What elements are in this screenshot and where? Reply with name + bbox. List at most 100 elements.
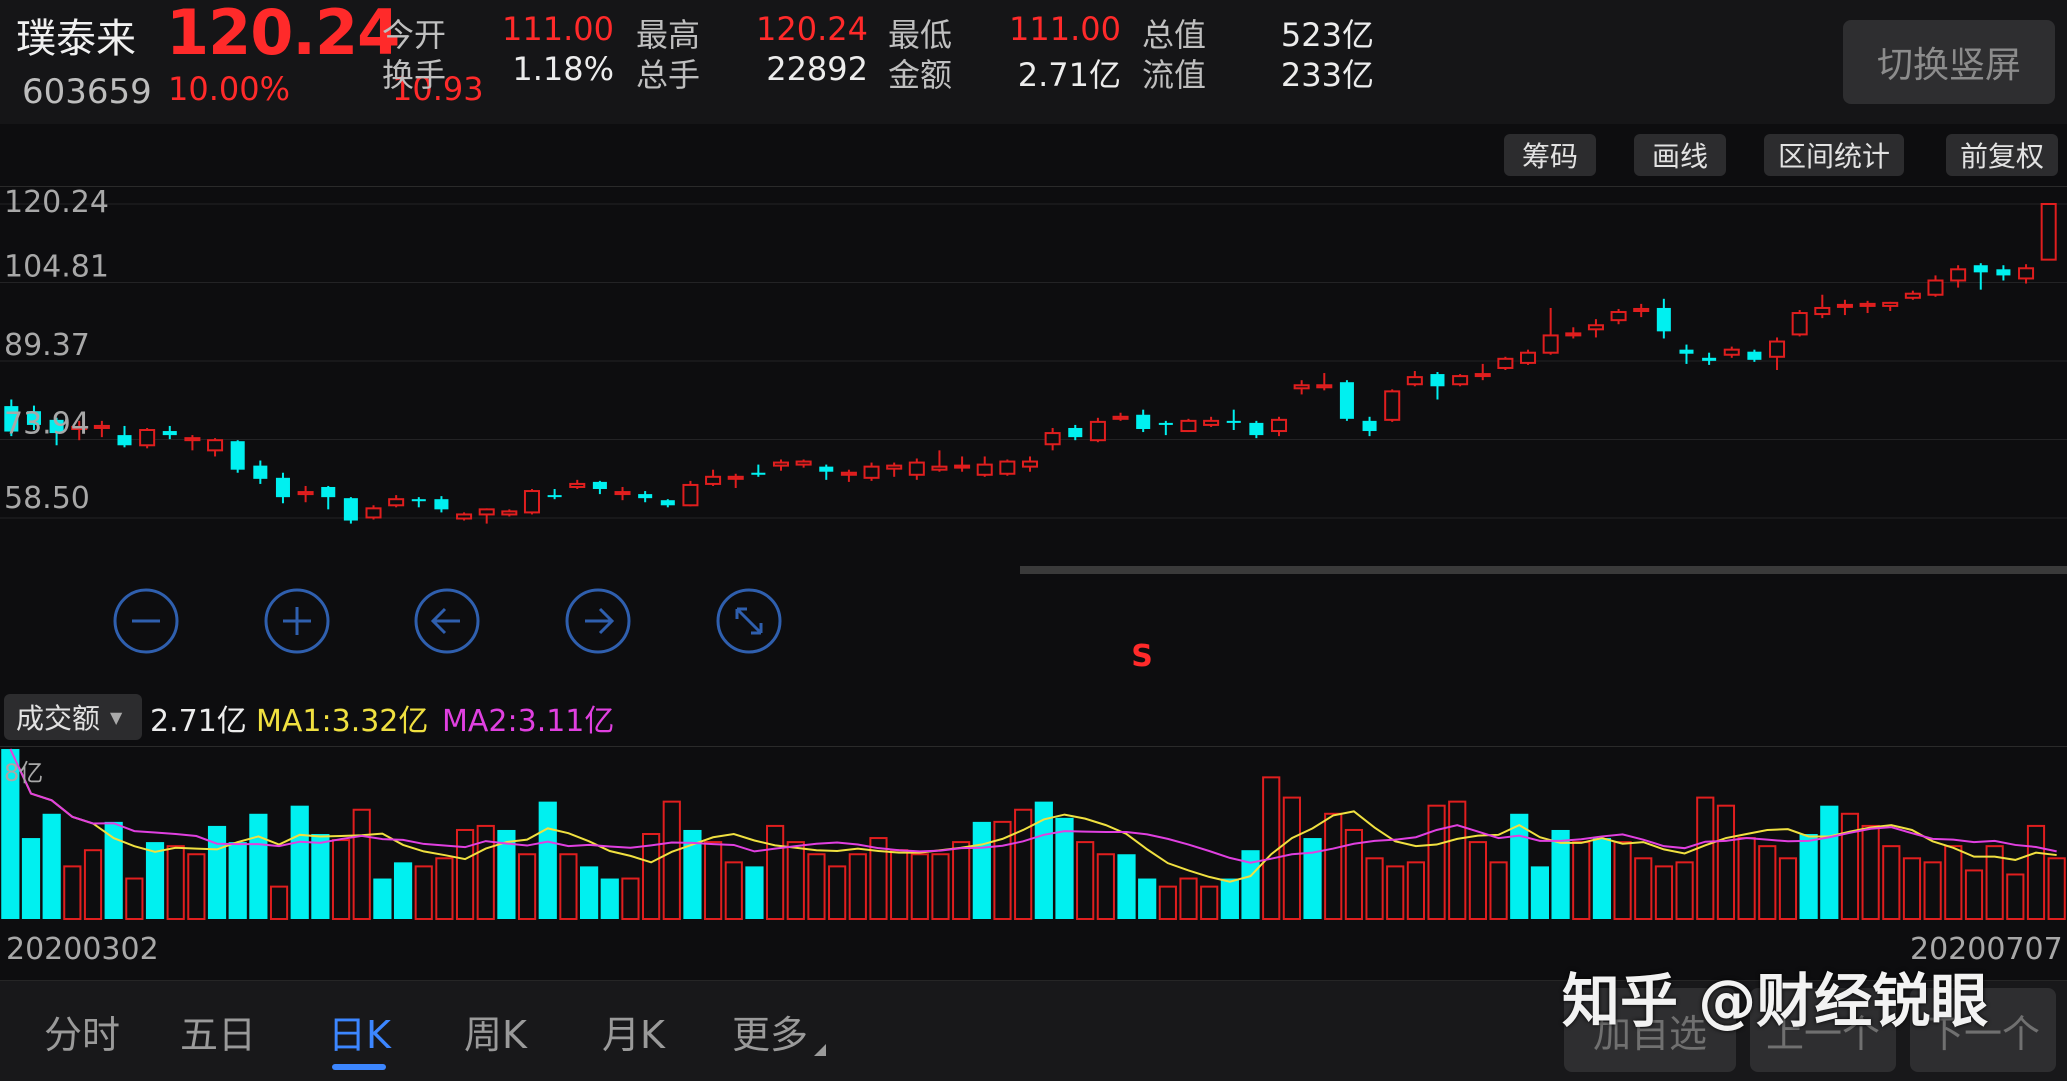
candle — [795, 459, 812, 468]
volume-chart[interactable]: 8亿 — [0, 745, 2067, 925]
volume-bar — [621, 877, 640, 921]
candle — [1747, 349, 1762, 362]
more-corner-icon — [814, 1044, 826, 1056]
candle — [569, 479, 586, 490]
volume-bar — [580, 866, 599, 919]
watermark: 知乎 @财经锐眼 — [1562, 967, 1989, 1035]
previous-stock-button[interactable]: 上一个 — [1750, 988, 1896, 1072]
volume-bar — [166, 845, 185, 920]
candle — [434, 496, 449, 513]
candle — [819, 464, 834, 480]
volume-bar — [2006, 873, 2025, 920]
volume-bar — [2047, 857, 2066, 921]
tab-intraday[interactable]: 分时 — [44, 1013, 121, 1057]
candle — [1904, 290, 1921, 300]
volume-bar — [435, 857, 454, 921]
kline-chart[interactable]: 120.24 104.81 89.37 73.94 58.50 S — [0, 186, 2067, 690]
candle — [682, 480, 699, 507]
tab-more[interactable]: 更多 — [732, 1013, 809, 1057]
candle — [1542, 307, 1559, 355]
tab-five-day[interactable]: 五日 — [180, 1013, 257, 1057]
chips-button[interactable]: 筹码 — [1504, 134, 1596, 176]
volume-bar — [1592, 838, 1612, 919]
stock-code: 603659 — [22, 72, 152, 112]
volume-bar — [890, 849, 909, 920]
volume-bar — [1530, 866, 1550, 919]
scroll-left-icon[interactable] — [414, 588, 480, 654]
volume-ma2-value: MA2:3.11亿 — [442, 704, 615, 739]
add-watchlist-button[interactable]: 加自选 — [1564, 988, 1736, 1072]
volume-bar — [1158, 885, 1177, 921]
volume-bar — [993, 820, 1012, 920]
candle — [1136, 409, 1151, 433]
scroll-right-icon[interactable] — [565, 588, 631, 654]
zoom-out-icon[interactable] — [113, 588, 179, 654]
zoom-in-icon[interactable] — [264, 588, 330, 654]
high-label: 最高 — [636, 16, 701, 54]
candle — [478, 508, 495, 524]
candle — [1249, 420, 1264, 439]
volume-bar — [476, 824, 495, 920]
candle — [705, 469, 722, 486]
volume-bar — [869, 837, 888, 920]
candle — [1293, 380, 1310, 395]
volume-bar — [1427, 804, 1446, 921]
candle — [71, 420, 88, 441]
range-stats-button[interactable]: 区间统计 — [1764, 134, 1904, 176]
volume-bar — [1964, 869, 1984, 920]
indicator-select[interactable]: 成交额 ▼ — [4, 694, 142, 740]
price-tick-label: 58.50 — [4, 481, 90, 516]
candle — [592, 480, 607, 495]
amount-label: 金额 — [888, 56, 953, 94]
low-value: 111.00 — [1009, 10, 1121, 48]
tab-monthly-k[interactable]: 月K — [602, 1013, 665, 1057]
candle — [1587, 319, 1604, 338]
candle — [908, 458, 925, 480]
candle — [1044, 427, 1061, 451]
forward-adjust-button[interactable]: 前复权 — [1946, 134, 2058, 176]
candle — [547, 489, 562, 500]
draw-line-button[interactable]: 画线 — [1634, 134, 1726, 176]
next-stock-button[interactable]: 下一个 — [1910, 988, 2056, 1072]
tab-weekly-k[interactable]: 周K — [464, 1013, 527, 1057]
candle — [1520, 349, 1537, 365]
volume-bar — [1324, 812, 1343, 920]
candle — [1791, 309, 1808, 337]
price-tick-label: 120.24 — [4, 186, 109, 220]
candle — [297, 485, 314, 503]
volume-bar — [290, 805, 309, 919]
volume-y-tick: 8亿 — [4, 759, 43, 787]
volume-bar — [517, 853, 537, 920]
indicator-label: 成交额 — [16, 702, 101, 735]
volume-bar — [1365, 857, 1384, 921]
candle — [863, 462, 880, 481]
volume-bar — [1510, 813, 1529, 919]
float-value-label: 流值 — [1142, 56, 1207, 94]
volume-bar — [2026, 824, 2046, 920]
switch-portrait-button[interactable]: 切换竖屏 — [1843, 20, 2055, 104]
tab-daily-k[interactable]: 日K — [328, 1013, 391, 1057]
candle — [1836, 299, 1853, 316]
candle — [1565, 327, 1582, 339]
candle — [1430, 372, 1445, 400]
turnover-value: 1.18% — [512, 50, 614, 88]
volume-last-value: 2.71亿 — [150, 704, 247, 739]
change-percent: 10.00% — [168, 70, 291, 108]
candle — [954, 456, 971, 472]
volume-bar — [1923, 861, 1942, 921]
reset-zoom-icon[interactable] — [716, 588, 782, 654]
volume-bar — [1, 749, 20, 919]
candle — [1270, 416, 1288, 437]
candle — [1180, 418, 1197, 433]
candle — [751, 464, 766, 477]
candle — [321, 485, 336, 510]
volume-bar — [828, 865, 847, 920]
volume-bar — [1944, 845, 1963, 920]
candle — [1859, 300, 1876, 314]
volume-bar — [1675, 861, 1694, 921]
candle — [1452, 374, 1469, 387]
volume-ma2-line — [9, 748, 2057, 864]
volume-bar — [1076, 841, 1095, 920]
quote-header: 璞泰来 603659 120.24 10.00% 10.93 今开 111.00… — [0, 0, 2067, 124]
candle — [1068, 424, 1083, 441]
